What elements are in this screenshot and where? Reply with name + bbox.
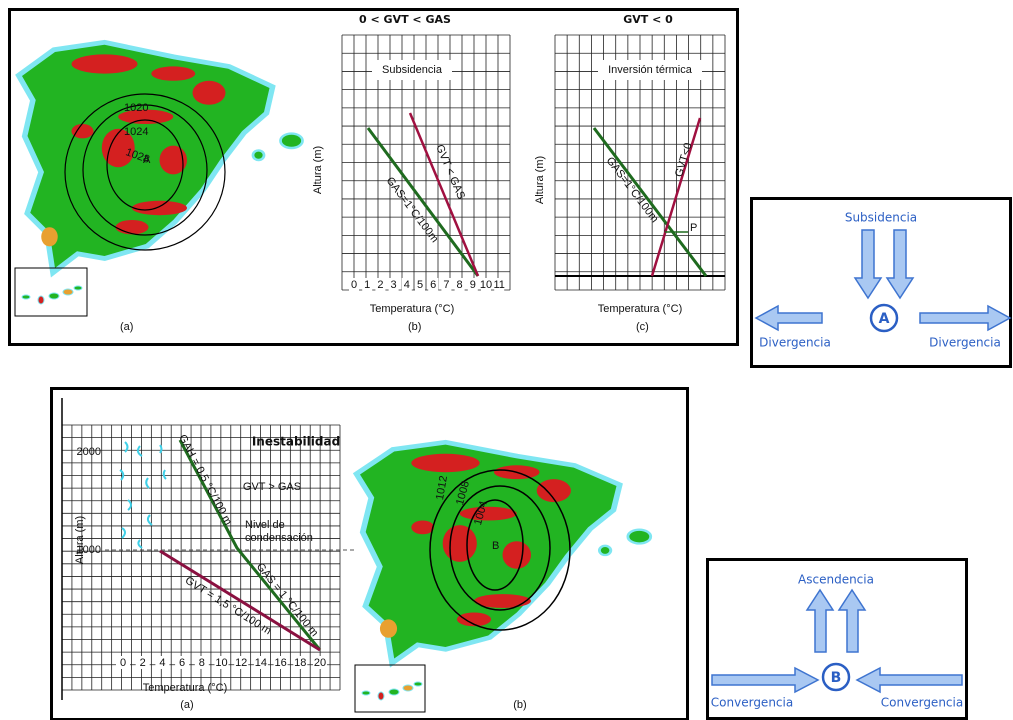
x-label: Temperatura (°C) <box>370 303 454 315</box>
y-label: Altura (m) <box>534 156 546 204</box>
x-tick-label: 10 <box>480 279 492 291</box>
condensation-label: Nivel de <box>245 519 285 531</box>
chart-title: Inestabilidad <box>252 435 340 449</box>
chart-title: GVT < 0 <box>623 13 673 26</box>
x-label: Temperatura (°C) <box>598 303 682 315</box>
y-tick-label: 2000 <box>77 446 101 458</box>
panel-label: (b) <box>408 321 421 333</box>
x-tick-label: 0 <box>120 657 126 669</box>
isobar-label: 1024 <box>124 126 148 138</box>
panel-label: (a) <box>120 321 133 333</box>
comparison-label: GVT > GAS <box>243 481 301 493</box>
y-label: Altura (m) <box>312 146 324 194</box>
x-tick-label: 5 <box>417 279 423 291</box>
flow-label: Divergencia <box>929 336 1001 350</box>
x-tick-label: 0 <box>351 279 357 291</box>
x-tick-label: 10 <box>215 657 227 669</box>
x-tick-label: 7 <box>443 279 449 291</box>
x-tick-label: 1 <box>364 279 370 291</box>
x-tick-label: 4 <box>404 279 410 291</box>
x-tick-label: 11 <box>493 279 504 291</box>
x-tick-label: 18 <box>294 657 306 669</box>
x-tick-label: 16 <box>274 657 286 669</box>
flow-label: Convergencia <box>881 696 963 710</box>
chart-title: 0 < GVT < GAS <box>359 13 451 26</box>
center-label: B <box>492 540 499 552</box>
x-tick-label: 8 <box>457 279 463 291</box>
center-label: B <box>831 670 842 686</box>
subtitle: Inversión térmica <box>608 64 693 76</box>
x-tick-label: 4 <box>159 657 165 669</box>
x-tick-label: 2 <box>140 657 146 669</box>
x-tick-label: 3 <box>391 279 397 291</box>
y-tick-label: 1000 <box>77 544 101 556</box>
x-tick-label: 2 <box>377 279 383 291</box>
x-tick-label: 6 <box>430 279 436 291</box>
flow-label: Ascendencia <box>798 573 874 587</box>
panel-label: (a) <box>180 699 193 711</box>
center-label: A <box>143 154 151 166</box>
flow-label: Divergencia <box>759 336 831 350</box>
x-label: Temperatura (°C) <box>143 682 227 694</box>
x-tick-label: 8 <box>199 657 205 669</box>
center-label: A <box>879 311 890 327</box>
x-tick-label: 12 <box>235 657 247 669</box>
point-label: P <box>690 222 697 234</box>
page: 1020 1024 1028 A (a) 0 < GVT < GAS Subsi… <box>0 0 1013 720</box>
isobar-label: 1020 <box>124 102 148 114</box>
panel-label: (b) <box>513 699 526 711</box>
y-label: Altura (m) <box>74 516 86 564</box>
x-tick-label: 14 <box>255 657 267 669</box>
subtitle: Subsidencia <box>382 64 443 76</box>
condensation-label: condensación <box>245 532 313 544</box>
x-tick-label: 6 <box>179 657 185 669</box>
x-tick-label: 20 <box>314 657 326 669</box>
panel-label: (c) <box>636 321 649 333</box>
flow-label: Subsidencia <box>845 211 917 225</box>
bottom-figure <box>52 389 688 720</box>
flow-label: Convergencia <box>711 696 793 710</box>
x-tick-label: 9 <box>470 279 476 291</box>
